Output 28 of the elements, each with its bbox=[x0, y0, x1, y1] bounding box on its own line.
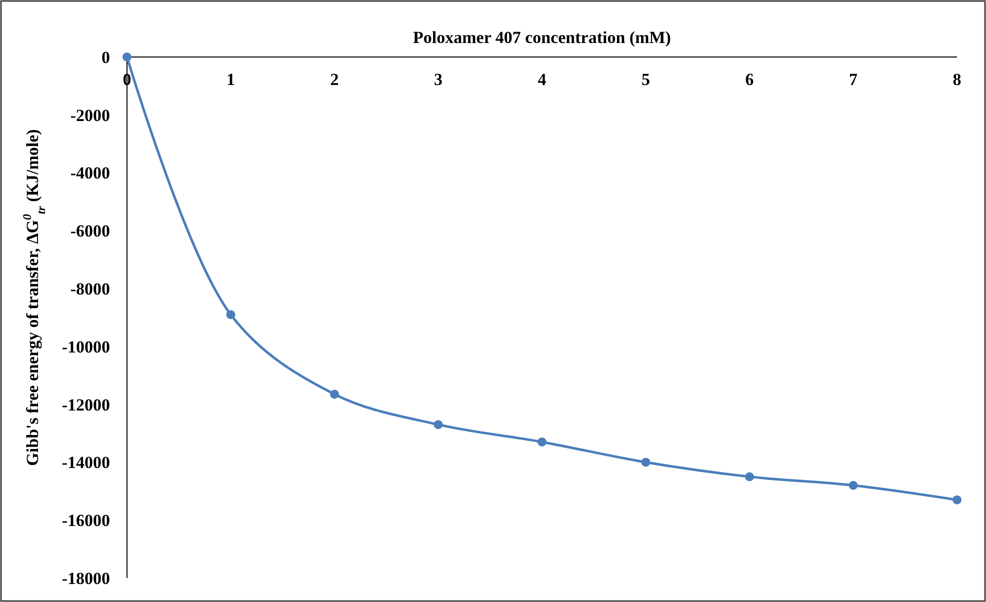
y-tick-label: -10000 bbox=[62, 337, 110, 356]
y-tick-label: -16000 bbox=[62, 511, 110, 530]
point bbox=[330, 390, 339, 399]
x-tick-label: 3 bbox=[434, 70, 442, 89]
x-tick-label: 1 bbox=[226, 70, 235, 89]
point bbox=[641, 458, 650, 467]
y-tick-label: -6000 bbox=[70, 222, 110, 241]
point bbox=[745, 472, 754, 482]
x-tick-label: 4 bbox=[538, 70, 547, 89]
x-tick-label: 7 bbox=[849, 70, 858, 89]
y-tick-label: -18000 bbox=[62, 568, 110, 588]
y-tick-label: -8000 bbox=[70, 280, 110, 299]
point bbox=[434, 420, 443, 430]
y-tick-label: -14000 bbox=[62, 453, 110, 472]
y-tick-label: -4000 bbox=[70, 164, 110, 183]
y-tick-label: 0 bbox=[102, 48, 110, 67]
x-tick-label: 8 bbox=[952, 70, 962, 89]
x-tick-label: 2 bbox=[330, 70, 339, 89]
point bbox=[122, 52, 132, 62]
y-tick-label: -12000 bbox=[62, 395, 110, 414]
point bbox=[226, 310, 236, 320]
x-tick-label: 6 bbox=[745, 70, 754, 89]
x-axis-title: Poloxamer 407 concentration (mM) bbox=[413, 28, 671, 47]
x-tick-label: 5 bbox=[642, 70, 650, 89]
y-tick-label: -2000 bbox=[70, 106, 110, 125]
point bbox=[848, 480, 858, 490]
point bbox=[538, 437, 546, 446]
point bbox=[952, 495, 962, 504]
